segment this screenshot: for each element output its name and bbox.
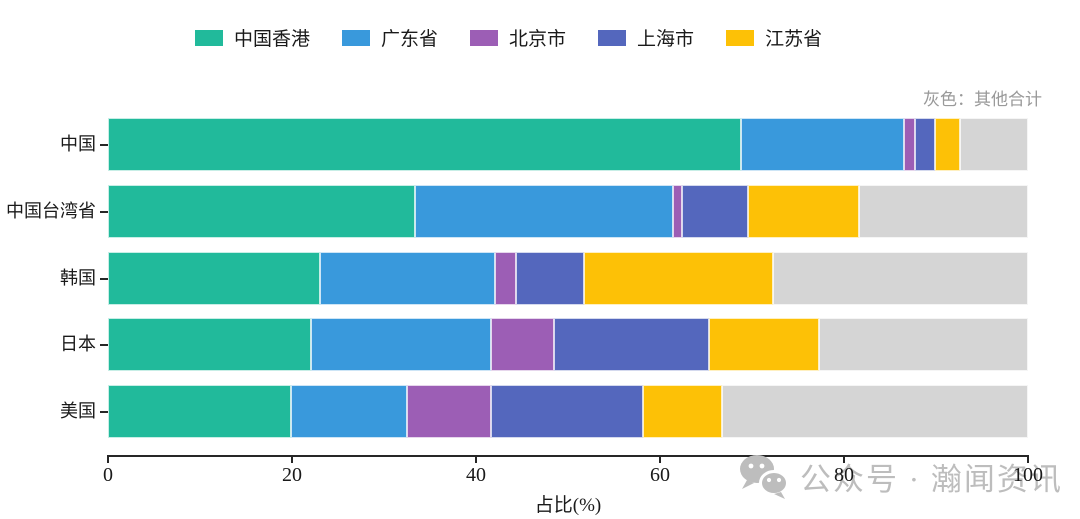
y-tick-mark bbox=[100, 144, 108, 146]
bar-segment bbox=[773, 252, 1028, 305]
legend-item: 上海市 bbox=[598, 24, 694, 51]
watermark: 公众号 · 瀚闻资讯 bbox=[738, 453, 1063, 499]
x-axis-label: 占比(%) bbox=[534, 495, 602, 516]
bar-row bbox=[108, 252, 1028, 305]
x-tick-label: 0 bbox=[103, 464, 113, 486]
bar-segment bbox=[721, 385, 1028, 438]
bar-segment bbox=[490, 385, 643, 438]
legend-label: 中国香港 bbox=[234, 29, 311, 50]
x-tick-label: 80 bbox=[834, 464, 854, 486]
bar-segment bbox=[554, 318, 709, 371]
legend-item: 广东省 bbox=[342, 24, 438, 51]
gray-note: 灰色：其他合计 bbox=[923, 90, 1042, 109]
bar-segment bbox=[108, 185, 416, 238]
x-tick-mark bbox=[107, 457, 109, 463]
x-axis-spine bbox=[107, 455, 1029, 457]
y-tick-label: 日本 bbox=[60, 334, 96, 354]
legend-label: 江苏省 bbox=[765, 29, 823, 50]
bar-segment bbox=[108, 318, 312, 371]
y-tick-mark bbox=[100, 344, 108, 346]
legend-item: 北京市 bbox=[470, 24, 566, 51]
bar-row bbox=[108, 385, 1028, 438]
y-tick-mark bbox=[100, 278, 108, 280]
y-tick-mark bbox=[100, 211, 108, 213]
bar-segment bbox=[914, 118, 936, 171]
bar-segment bbox=[291, 385, 407, 438]
legend-swatch bbox=[342, 29, 371, 46]
bar-segment bbox=[959, 118, 1028, 171]
y-tick-label: 中国 bbox=[60, 134, 96, 154]
x-tick-label: 40 bbox=[466, 464, 486, 486]
bar-row bbox=[108, 118, 1028, 171]
x-tick-label: 60 bbox=[650, 464, 670, 486]
bar-segment bbox=[642, 385, 722, 438]
legend-label: 广东省 bbox=[381, 29, 439, 50]
bar-segment bbox=[708, 318, 820, 371]
legend-item: 江苏省 bbox=[726, 24, 822, 51]
bar-segment bbox=[748, 185, 859, 238]
x-tick-mark bbox=[1027, 457, 1029, 463]
legend-label: 北京市 bbox=[509, 29, 567, 50]
bar-segment bbox=[311, 318, 491, 371]
legend-swatch bbox=[195, 29, 223, 46]
legend-item: 中国香港 bbox=[195, 24, 310, 51]
bar-segment bbox=[108, 118, 741, 171]
x-tick-mark bbox=[843, 457, 845, 463]
bar-segment bbox=[515, 252, 584, 305]
bar-segment bbox=[490, 318, 555, 371]
bar-segment bbox=[415, 185, 673, 238]
bar-row bbox=[108, 185, 1028, 238]
y-tick-label: 中国台湾省 bbox=[6, 201, 96, 221]
x-tick-mark bbox=[291, 457, 293, 463]
bar-segment bbox=[495, 252, 516, 305]
x-tick-label: 20 bbox=[282, 464, 302, 486]
y-tick-label: 美国 bbox=[60, 401, 96, 421]
wechat-icon bbox=[738, 453, 790, 499]
y-tick-mark bbox=[100, 411, 108, 413]
x-tick-label: 100 bbox=[1013, 464, 1043, 486]
bar-segment bbox=[583, 252, 774, 305]
bar-row bbox=[108, 318, 1028, 371]
bar-segment bbox=[740, 118, 904, 171]
x-tick-mark bbox=[659, 457, 661, 463]
bar-segment bbox=[108, 385, 292, 438]
bar-segment bbox=[672, 185, 683, 238]
legend: 中国香港 广东省 北京市 上海市 江苏省 bbox=[195, 24, 822, 51]
bar-segment bbox=[819, 318, 1028, 371]
legend-swatch bbox=[598, 29, 627, 46]
bar-segment bbox=[858, 185, 1028, 238]
plot-area bbox=[108, 110, 1028, 456]
x-tick-mark bbox=[475, 457, 477, 463]
legend-swatch bbox=[470, 29, 499, 46]
bar-segment bbox=[935, 118, 960, 171]
bar-segment bbox=[903, 118, 915, 171]
legend-label: 上海市 bbox=[637, 29, 695, 50]
bar-segment bbox=[682, 185, 749, 238]
y-tick-label: 韩国 bbox=[60, 268, 96, 288]
bar-segment bbox=[406, 385, 491, 438]
legend-swatch bbox=[726, 29, 755, 46]
bar-segment bbox=[319, 252, 496, 305]
bar-segment bbox=[108, 252, 320, 305]
watermark-text: 公众号 · 瀚闻资讯 bbox=[800, 461, 1063, 497]
